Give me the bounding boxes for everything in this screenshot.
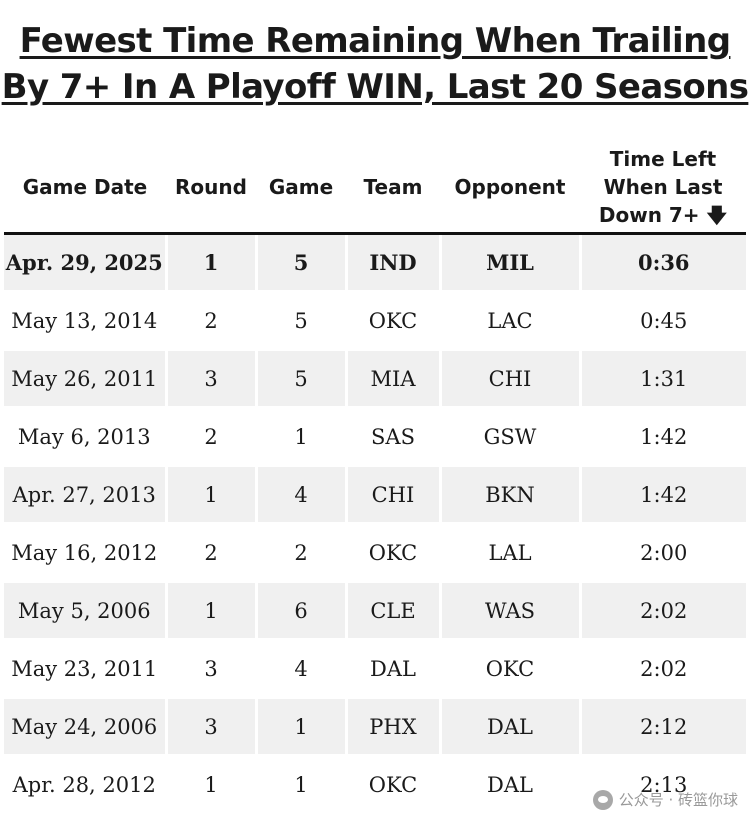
cell-game-date: Apr. 28, 2012 bbox=[4, 754, 166, 812]
watermark: 公众号 · 砖篮你球 bbox=[592, 789, 738, 810]
cell-round: 1 bbox=[164, 232, 256, 292]
cell-game-date: May 23, 2011 bbox=[4, 638, 166, 698]
cell-game-date: May 5, 2006 bbox=[4, 580, 166, 640]
chart-title: Fewest Time Remaining When Trailing By 7… bbox=[0, 18, 750, 110]
cell-round: 3 bbox=[164, 348, 256, 408]
cell-round: 1 bbox=[164, 754, 256, 812]
cell-game-date: May 24, 2006 bbox=[4, 696, 166, 756]
header-opponent: Opponent bbox=[440, 142, 580, 235]
cell-opponent: DAL bbox=[438, 754, 580, 812]
cell-opponent: MIL bbox=[438, 232, 580, 292]
cell-game: 5 bbox=[254, 348, 346, 408]
cell-team: OKC bbox=[344, 290, 440, 350]
table-body: Apr. 29, 2025 1 5 IND MIL 0:36 May 13, 2014 2 5 O… bbox=[4, 232, 746, 812]
cell-game-date: May 6, 2013 bbox=[4, 406, 166, 466]
header-time-left: Time Left When Last Down 7+ 🡇 bbox=[580, 142, 746, 235]
cell-round: 2 bbox=[164, 406, 256, 466]
cell-team: OKC bbox=[344, 522, 440, 582]
cell-round: 1 bbox=[164, 464, 256, 524]
cell-opponent: OKC bbox=[438, 638, 580, 698]
cell-game: 4 bbox=[254, 464, 346, 524]
cell-game: 2 bbox=[254, 522, 346, 582]
header-time-line-1: Time Left bbox=[609, 147, 717, 171]
data-table: Game Date Round Game Team Opponent Time … bbox=[4, 142, 746, 812]
cell-opponent: CHI bbox=[438, 348, 580, 408]
cell-game-date: May 16, 2012 bbox=[4, 522, 166, 582]
cell-game: 6 bbox=[254, 580, 346, 640]
cell-time-left: 0:36 bbox=[578, 232, 746, 292]
table-row: May 26, 2011 3 5 MIA CHI 1:31 bbox=[4, 348, 746, 408]
table-row: Apr. 27, 2013 1 4 CHI BKN 1:42 bbox=[4, 464, 746, 524]
cell-team: MIA bbox=[344, 348, 440, 408]
header-game: Game bbox=[256, 142, 346, 235]
cell-round: 3 bbox=[164, 638, 256, 698]
cell-opponent: LAC bbox=[438, 290, 580, 350]
cell-time-left: 2:02 bbox=[578, 580, 746, 640]
cell-team: DAL bbox=[344, 638, 440, 698]
cell-time-left: 2:02 bbox=[578, 638, 746, 698]
cell-time-left: 1:31 bbox=[578, 348, 746, 408]
cell-round: 3 bbox=[164, 696, 256, 756]
cell-game-date: Apr. 29, 2025 bbox=[4, 232, 166, 292]
title-line-1: Fewest Time Remaining When Trailing bbox=[19, 21, 731, 61]
cell-opponent: WAS bbox=[438, 580, 580, 640]
cell-game: 5 bbox=[254, 290, 346, 350]
cell-round: 2 bbox=[164, 522, 256, 582]
sort-down-arrow-icon: 🡇 bbox=[706, 203, 728, 227]
header-team: Team bbox=[346, 142, 440, 235]
cell-team: SAS bbox=[344, 406, 440, 466]
cell-time-left: 0:45 bbox=[578, 290, 746, 350]
cell-game: 1 bbox=[254, 406, 346, 466]
wechat-icon bbox=[592, 789, 613, 810]
table-row: May 23, 2011 3 4 DAL OKC 2:02 bbox=[4, 638, 746, 698]
header-time-line-3: Down 7+ bbox=[598, 203, 700, 227]
cell-game: 5 bbox=[254, 232, 346, 292]
cell-round: 2 bbox=[164, 290, 256, 350]
cell-game: 4 bbox=[254, 638, 346, 698]
cell-time-left: 1:42 bbox=[578, 464, 746, 524]
header-row: Game Date Round Game Team Opponent Time … bbox=[4, 142, 746, 235]
cell-time-left: 1:42 bbox=[578, 406, 746, 466]
table-row: May 13, 2014 2 5 OKC LAC 0:45 bbox=[4, 290, 746, 350]
table-row: May 24, 2006 3 1 PHX DAL 2:12 bbox=[4, 696, 746, 756]
cell-round: 1 bbox=[164, 580, 256, 640]
table-row: Apr. 29, 2025 1 5 IND MIL 0:36 bbox=[4, 232, 746, 292]
cell-game-date: May 26, 2011 bbox=[4, 348, 166, 408]
cell-opponent: GSW bbox=[438, 406, 580, 466]
title-line-2: By 7+ In A Playoff WIN, Last 20 Seasons bbox=[1, 67, 749, 107]
header-time-line-2: When Last bbox=[603, 175, 723, 199]
watermark-text: 公众号 · 砖篮你球 bbox=[618, 791, 738, 809]
cell-time-left: 2:12 bbox=[578, 696, 746, 756]
cell-team: CLE bbox=[344, 580, 440, 640]
cell-game: 1 bbox=[254, 754, 346, 812]
cell-time-left: 2:00 bbox=[578, 522, 746, 582]
cell-opponent: LAL bbox=[438, 522, 580, 582]
cell-team: PHX bbox=[344, 696, 440, 756]
header-round: Round bbox=[166, 142, 256, 235]
cell-team: OKC bbox=[344, 754, 440, 812]
table-row: May 5, 2006 1 6 CLE WAS 2:02 bbox=[4, 580, 746, 640]
cell-game-date: Apr. 27, 2013 bbox=[4, 464, 166, 524]
table-row: May 6, 2013 2 1 SAS GSW 1:42 bbox=[4, 406, 746, 466]
table-row: May 16, 2012 2 2 OKC LAL 2:00 bbox=[4, 522, 746, 582]
cell-game: 1 bbox=[254, 696, 346, 756]
cell-opponent: DAL bbox=[438, 696, 580, 756]
cell-opponent: BKN bbox=[438, 464, 580, 524]
header-game-date: Game Date bbox=[4, 142, 166, 235]
cell-game-date: May 13, 2014 bbox=[4, 290, 166, 350]
cell-team: CHI bbox=[344, 464, 440, 524]
cell-team: IND bbox=[344, 232, 440, 292]
